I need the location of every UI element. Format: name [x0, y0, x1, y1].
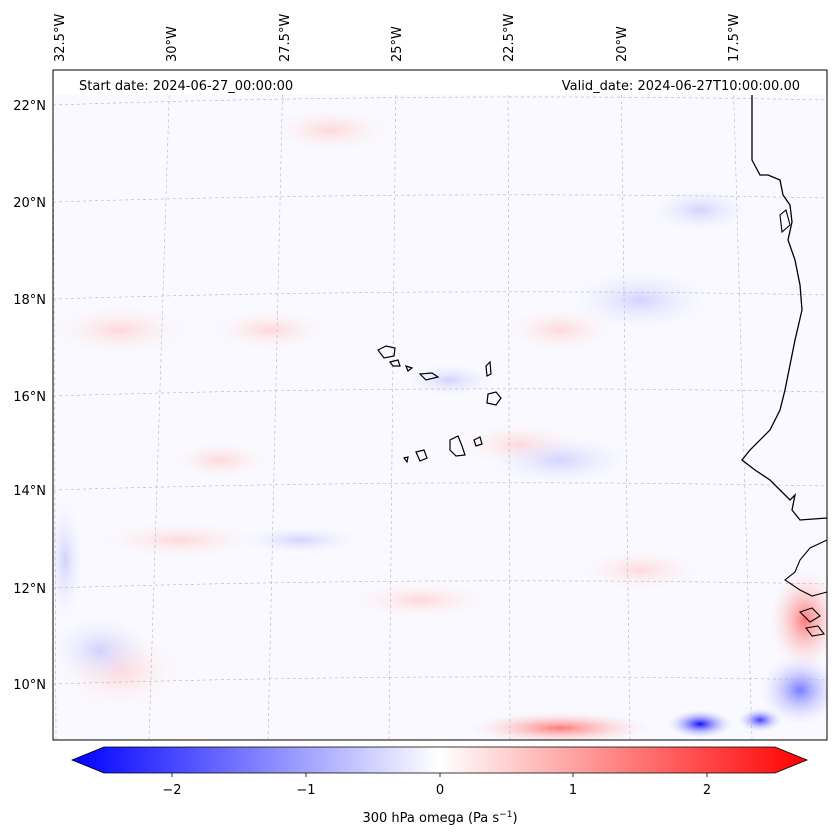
omega-field	[53, 70, 827, 740]
lat-label: 16°N	[13, 390, 46, 405]
colorbar-title-exponent: −1	[499, 810, 512, 820]
coast-inlet	[779, 209, 828, 637]
lat-label: 10°N	[13, 678, 46, 693]
colorbar: −2 −1 0 1 2 300 hPa omega (Pa s−1)	[70, 746, 809, 826]
colorbar-tick-label: 0	[436, 783, 444, 798]
lon-label: 17.5°W	[727, 14, 742, 62]
africa-coastline	[741, 95, 828, 521]
colorbar-title-close: )	[512, 811, 517, 826]
lon-label: 32.5°W	[53, 14, 68, 62]
lat-label: 14°N	[13, 484, 46, 499]
lon-label: 25°W	[390, 26, 405, 62]
lat-label: 12°N	[13, 582, 46, 597]
lat-label: 22°N	[13, 99, 46, 114]
colorbar-title: 300 hPa omega (Pa s−1)	[362, 810, 517, 826]
valid-date-label: Valid_date: 2024-06-27T10:00:00.00	[562, 79, 800, 94]
lon-label: 20°W	[615, 26, 630, 62]
lat-label: 18°N	[13, 293, 46, 308]
colorbar-bar	[70, 746, 809, 774]
cape-verde-islands	[377, 345, 502, 464]
map-frame	[52, 69, 828, 741]
lon-label: 22.5°W	[502, 14, 517, 62]
lon-label: 30°W	[165, 26, 180, 62]
colorbar-tick-label: −2	[162, 783, 181, 798]
colorbar-title-text: 300 hPa omega (Pa s	[362, 811, 499, 826]
colorbar-tick-label: −1	[296, 783, 315, 798]
longitude-labels: 32.5°W 30°W 27.5°W 25°W 22.5°W 20°W 17.5…	[53, 14, 742, 62]
header-band	[54, 71, 826, 95]
lon-label: 27.5°W	[278, 14, 293, 62]
latitude-labels: 22°N 20°N 18°N 16°N 14°N 12°N 10°N	[13, 99, 46, 693]
colorbar-tick-label: 1	[569, 783, 577, 798]
start-date-label: Start date: 2024-06-27_00:00:00	[79, 79, 293, 94]
lat-label: 20°N	[13, 196, 46, 211]
colorbar-ticks	[171, 773, 708, 777]
colorbar-tick-label: 2	[703, 783, 711, 798]
